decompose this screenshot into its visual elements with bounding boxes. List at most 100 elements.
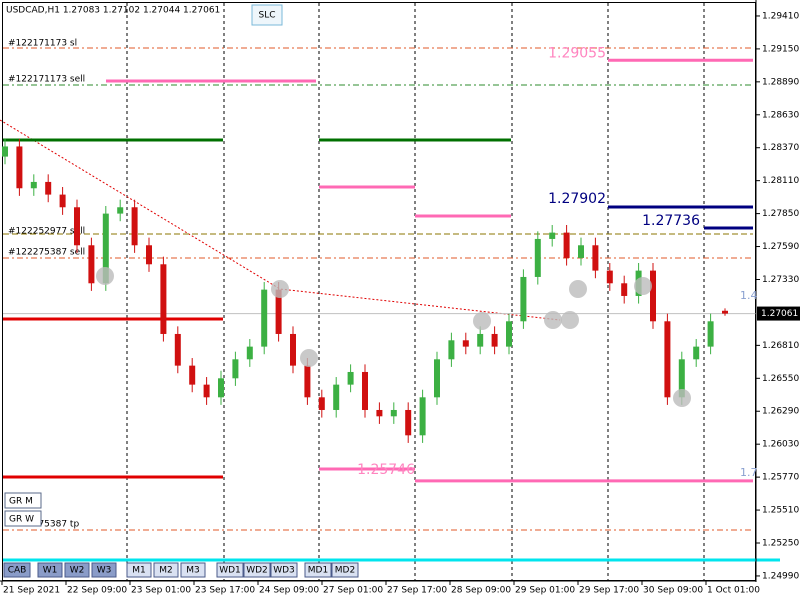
candle-body [218,378,224,398]
toolbar-button-label[interactable]: WD2 [246,566,268,576]
day-separators [126,3,705,580]
candle-body [448,340,455,360]
toolbar-button-label[interactable]: M1 [132,566,146,576]
side-button[interactable] [4,492,42,509]
candle-body [45,181,52,195]
toolbar-button[interactable] [243,562,271,578]
x-tick-label: 27 Sep 01:00 [323,586,383,596]
y-tick-label: 1.28630 [762,110,799,120]
toolbar-button[interactable] [3,562,31,578]
toolbar-button-label[interactable]: WD3 [273,566,295,576]
toolbar-button[interactable] [64,562,90,578]
candle-body [290,333,296,366]
x-tick-label: 29 Sep 17:00 [579,586,639,596]
trade-marker [634,277,652,295]
toolbar-button[interactable] [126,562,152,578]
side-button[interactable] [4,510,42,527]
candle-body [606,270,613,284]
candle-body [693,346,700,360]
trade-marker [673,389,691,407]
x-tick-label: 28 Sep 09:00 [451,586,511,596]
candle-body [362,371,368,410]
candle-body [520,276,527,322]
y-tick-label: 1.25250 [762,539,799,549]
candle-body [506,321,512,347]
toolbar-button[interactable] [331,562,359,578]
toolbar-button[interactable] [153,562,179,578]
slc-button[interactable] [251,4,283,26]
y-tick-label: 1.27330 [762,275,799,285]
level-label: 1.29055 [548,45,606,61]
candle-body [189,365,196,385]
toolbar-button-label[interactable]: M3 [186,566,200,576]
y-tick-label: 1.25770 [762,473,799,483]
toolbar-button[interactable] [180,562,206,578]
candle-body [549,232,556,239]
toolbar-button-label[interactable]: W1 [43,566,58,576]
y-tick-label: 1.24990 [762,571,799,581]
candle-body [318,397,325,410]
y-tick-label: 1.29150 [762,44,799,54]
trade-marker [561,311,579,329]
x-tick-label: 30 Sep 09:00 [643,586,703,596]
toolbar-button-label[interactable]: M2 [159,566,173,576]
trade-marker [473,312,491,330]
trade-marker [271,280,289,298]
candle-body [160,264,167,334]
toolbar-button[interactable] [270,562,298,578]
edge-label: 1.4 [740,289,758,302]
x-tick-label: 23 Sep 17:00 [195,586,255,596]
side-button-label[interactable]: GR W [9,515,34,525]
candle-body [347,371,354,385]
candle-body [477,333,484,347]
level-label: #122252977 sell [8,227,85,237]
candle-body [621,283,628,296]
candle-body [174,333,181,366]
candle-body [304,365,311,398]
toolbar-button-label[interactable]: MD2 [335,566,355,576]
trade-marker [544,311,562,329]
candle-body [232,359,239,379]
candle-body [534,238,541,277]
y-tick-label: 1.26030 [762,440,799,450]
side-button-label[interactable]: GR M [9,497,33,507]
chart-title: USDCAD,H1 1.27083 1.27102 1.27044 1.2706… [6,6,220,16]
x-tick-label: 1 Oct 01:00 [707,586,760,596]
candle-body [102,213,109,284]
y-tick-label: 1.28110 [762,176,799,186]
trade-marker [569,280,587,298]
level-label: #122275387 sell [8,247,85,257]
candle-body [2,146,8,157]
y-tick-label: 1.29410 [762,11,799,21]
candle-body [88,245,95,284]
y-tick-label: 1.26550 [762,374,799,384]
toolbar-button[interactable] [304,562,332,578]
toolbar-button[interactable] [37,562,63,578]
y-tick-label: 1.26810 [762,341,799,351]
slc-label[interactable]: SLC [258,11,275,21]
trend-line [0,119,561,321]
y-tick-label: 1.26290 [762,407,799,417]
toolbar-button[interactable] [91,562,117,578]
toolbar-button[interactable] [216,562,244,578]
toolbar-button-label[interactable]: WD1 [219,566,241,576]
candle-body [434,359,440,398]
candle-body [578,245,584,258]
candle-body [722,310,728,314]
y-tick-label: 1.25510 [762,506,799,516]
toolbar-button-label[interactable]: W2 [70,566,85,576]
y-tick-label: 1.27850 [762,209,799,219]
candle-body [707,321,714,347]
candle-body [74,207,80,246]
toolbar-button-label[interactable]: CAB [8,566,27,576]
candle-body [678,359,685,398]
candle-body [59,194,66,208]
x-tick-label: 21 Sep 2021 [3,586,60,596]
level-label: #122171173 sl [8,39,77,49]
toolbar-button-label[interactable]: W3 [97,566,112,576]
candle-body [261,289,268,347]
x-tick-label: 23 Sep 01:00 [131,586,191,596]
toolbar-button-label[interactable]: MD1 [308,566,328,576]
